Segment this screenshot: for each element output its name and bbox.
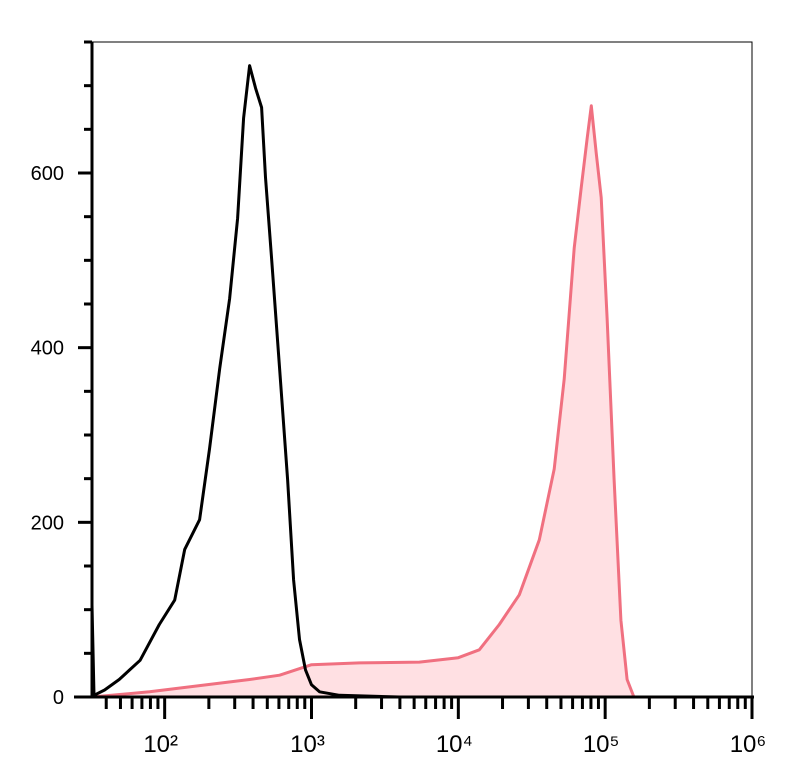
x-tick-label: 10³ bbox=[290, 731, 325, 758]
x-tick-label: 10⁶ bbox=[730, 731, 767, 758]
y-tick-label: 600 bbox=[31, 163, 64, 185]
x-tick-label: 10⁵ bbox=[583, 731, 620, 758]
y-tick-label: 200 bbox=[31, 512, 64, 534]
histogram-line bbox=[90, 64, 400, 699]
plot-frame bbox=[91, 41, 753, 698]
y-tick-label: 0 bbox=[53, 687, 64, 709]
y-tick-label: 400 bbox=[31, 338, 64, 360]
filled-histogram bbox=[90, 104, 636, 699]
x-tick-label: 10² bbox=[143, 731, 178, 758]
x-tick-label: 10⁴ bbox=[436, 731, 473, 758]
